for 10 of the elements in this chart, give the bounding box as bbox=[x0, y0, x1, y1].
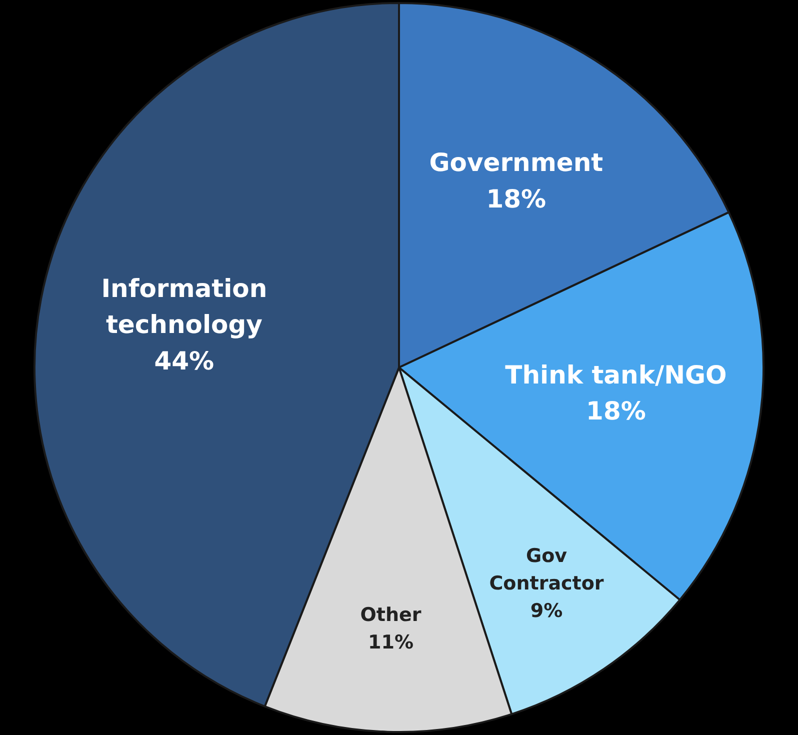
data-label: 18% bbox=[486, 184, 546, 214]
slice-label: Other bbox=[360, 604, 422, 626]
data-label: 44% bbox=[154, 346, 214, 376]
slice-label: Gov Contractor bbox=[489, 544, 604, 594]
data-label: 9% bbox=[530, 600, 563, 622]
slice-label: Government bbox=[429, 148, 604, 178]
data-label: 11% bbox=[368, 632, 414, 654]
slice-label: Think tank/NGO bbox=[505, 360, 727, 390]
data-label: 18% bbox=[586, 396, 646, 426]
slice-label: Information technology bbox=[101, 274, 268, 340]
